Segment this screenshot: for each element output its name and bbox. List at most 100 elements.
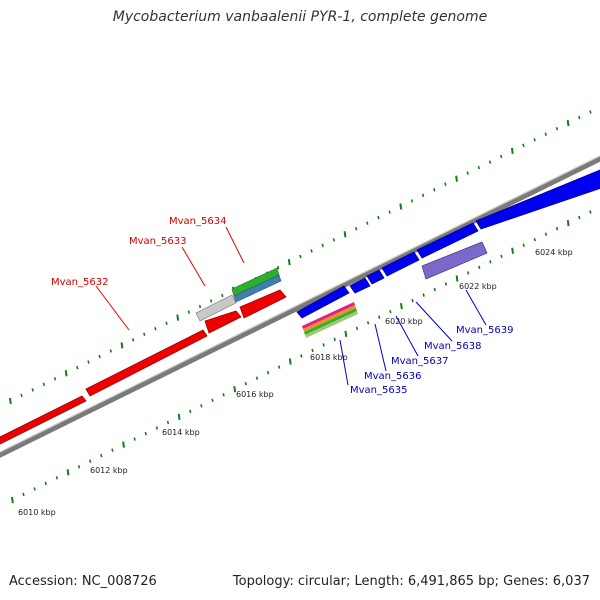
page-title: Mycobacterium vanbaalenii PYR-1, complet…: [112, 9, 488, 25]
tick-mark: [411, 298, 414, 303]
tick-mark: [366, 221, 369, 225]
tick-mark: [388, 210, 391, 214]
tick-mark: [466, 171, 469, 175]
tick-mark: [277, 365, 281, 369]
tick-mark: [522, 243, 525, 247]
tick-mark: [510, 147, 514, 155]
gene-label-mvan-5637[interactable]: Mvan_5637: [391, 356, 448, 367]
tick-mark: [533, 138, 536, 142]
tick-mark: [566, 119, 570, 127]
tick-mark: [444, 182, 447, 186]
tick-mark: [244, 381, 247, 386]
gene-block-mvan-5637: [366, 269, 385, 285]
tick-mark: [11, 496, 14, 504]
tick-mark: [466, 271, 470, 275]
tick-mark: [111, 448, 114, 452]
tick-mark: [233, 386, 237, 393]
tick-mark: [89, 459, 92, 463]
tick-mark: [433, 188, 436, 192]
tick-mark: [477, 165, 481, 170]
tick-mark: [120, 342, 124, 349]
label-line-mvan-5634: [225, 226, 245, 264]
steel-feature-5634: [233, 274, 282, 303]
gene-label-mvan-5639[interactable]: Mvan_5639: [456, 325, 513, 336]
gene-block-mvan-5635: [296, 285, 350, 319]
tick-mark: [433, 287, 436, 292]
tick-mark: [209, 299, 213, 303]
tick-mark: [187, 310, 191, 314]
tick-mark: [287, 258, 291, 266]
tick-mark: [333, 337, 336, 342]
label-line-mvan-5638: [415, 301, 453, 342]
gene-block-mvan-5634: [239, 289, 287, 319]
tick-mark: [566, 219, 570, 227]
tick-mark: [344, 330, 348, 337]
label-line-mvan-5636: [374, 323, 387, 372]
scale-label-6014: 6014 kbp: [162, 428, 200, 437]
genome-summary-text: Topology: circular; Length: 6,491,865 bp…: [232, 574, 590, 589]
tick-mark: [189, 409, 192, 414]
tick-mark: [165, 321, 168, 325]
tick-mark: [122, 441, 125, 448]
tick-mark: [55, 476, 59, 480]
tick-mark: [222, 393, 225, 397]
tick-mark: [53, 377, 57, 381]
tick-mark: [455, 175, 458, 182]
tick-mark: [20, 393, 23, 398]
tick-mark: [64, 370, 68, 377]
tick-mark: [311, 348, 314, 353]
tick-mark: [589, 110, 592, 114]
scale-label-6012: 6012 kbp: [90, 466, 128, 475]
tick-mark: [143, 332, 146, 337]
tick-mark: [555, 126, 559, 131]
gene-block-mvan-5640: [475, 169, 600, 230]
scale-label-6024: 6024 kbp: [535, 248, 573, 257]
tick-mark: [42, 382, 46, 387]
tick-mark: [378, 315, 381, 319]
gene-label-mvan-5633[interactable]: Mvan_5633: [129, 236, 186, 247]
gene-block-mvan-5638: [381, 251, 420, 277]
scale-label-6016: 6016 kbp: [236, 390, 274, 399]
tick-mark: [76, 365, 79, 370]
tick-mark: [399, 203, 403, 210]
gene-label-mvan-5635[interactable]: Mvan_5635: [350, 385, 407, 396]
rainbow-feature-orange: [303, 305, 356, 332]
tick-mark: [322, 343, 325, 347]
tick-mark: [144, 431, 147, 436]
gene-block-mvan-5632: [85, 329, 208, 397]
accession-text: Accession: NC_008726: [9, 574, 157, 589]
tick-mark: [87, 360, 90, 364]
genome-backbone: [0, 155, 600, 458]
gene-label-mvan-5638[interactable]: Mvan_5638: [424, 341, 481, 352]
tick-mark: [478, 265, 481, 270]
tick-mark: [533, 237, 536, 242]
tick-mark: [22, 492, 25, 497]
rainbow-feature-green: [304, 308, 357, 335]
tick-mark: [211, 398, 214, 403]
tick-mark: [176, 314, 180, 321]
gene-label-mvan-5634[interactable]: Mvan_5634: [169, 216, 226, 227]
tick-mark: [98, 354, 101, 359]
tick-mark: [500, 254, 503, 259]
tick-mark: [578, 115, 581, 120]
tick-mark: [288, 358, 292, 365]
scale-label-6010: 6010 kbp: [18, 508, 56, 517]
tick-mark: [578, 215, 581, 220]
label-line-mvan-5633: [181, 246, 206, 287]
tick-mark: [299, 254, 302, 259]
tick-mark: [77, 465, 81, 469]
gene-labels: Mvan_5632 Mvan_5633 Mvan_5634 Mvan_5635 …: [51, 216, 513, 396]
gene-label-mvan-5636[interactable]: Mvan_5636: [364, 371, 421, 382]
tick-mark: [166, 420, 170, 425]
label-line-mvan-5639: [465, 289, 487, 326]
forward-genes: [0, 267, 287, 445]
tick-mark: [544, 232, 548, 236]
tick-mark: [154, 327, 157, 331]
tick-mark: [377, 215, 380, 220]
tick-mark: [455, 275, 459, 282]
gene-label-mvan-5632[interactable]: Mvan_5632: [51, 277, 108, 288]
tick-mark: [100, 453, 103, 458]
tick-mark: [555, 226, 559, 231]
tick-mark: [544, 132, 547, 136]
